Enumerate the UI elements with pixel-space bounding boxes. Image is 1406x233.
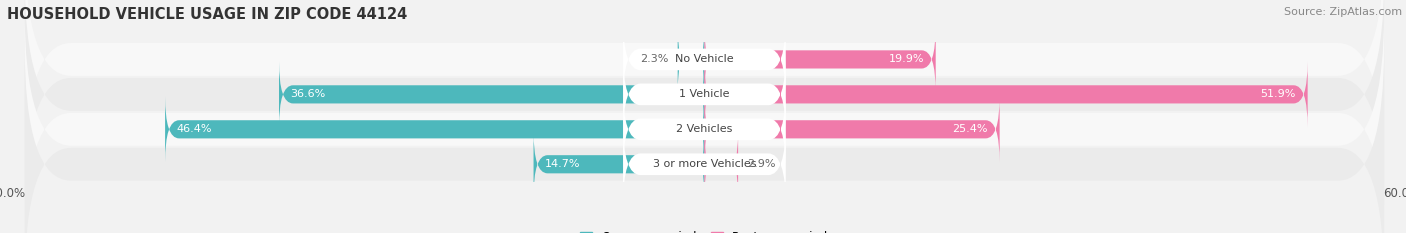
Text: 36.6%: 36.6% [291, 89, 326, 99]
Text: 2 Vehicles: 2 Vehicles [676, 124, 733, 134]
FancyBboxPatch shape [678, 27, 704, 92]
FancyBboxPatch shape [24, 0, 1385, 183]
FancyBboxPatch shape [623, 18, 786, 101]
Text: 19.9%: 19.9% [889, 55, 924, 64]
Text: HOUSEHOLD VEHICLE USAGE IN ZIP CODE 44124: HOUSEHOLD VEHICLE USAGE IN ZIP CODE 4412… [7, 7, 408, 22]
Text: 1 Vehicle: 1 Vehicle [679, 89, 730, 99]
FancyBboxPatch shape [623, 88, 786, 171]
Text: 14.7%: 14.7% [546, 159, 581, 169]
Text: 3 or more Vehicles: 3 or more Vehicles [652, 159, 756, 169]
Text: 2.3%: 2.3% [640, 55, 668, 64]
FancyBboxPatch shape [623, 123, 786, 206]
FancyBboxPatch shape [278, 62, 704, 127]
FancyBboxPatch shape [704, 96, 1000, 162]
Legend: Owner-occupied, Renter-occupied: Owner-occupied, Renter-occupied [575, 226, 834, 233]
FancyBboxPatch shape [533, 131, 704, 197]
FancyBboxPatch shape [704, 62, 1308, 127]
FancyBboxPatch shape [24, 6, 1385, 233]
FancyBboxPatch shape [623, 53, 786, 136]
FancyBboxPatch shape [24, 41, 1385, 233]
Text: No Vehicle: No Vehicle [675, 55, 734, 64]
Text: 25.4%: 25.4% [952, 124, 988, 134]
Text: 46.4%: 46.4% [177, 124, 212, 134]
Text: 2.9%: 2.9% [748, 159, 776, 169]
FancyBboxPatch shape [704, 27, 936, 92]
Text: Source: ZipAtlas.com: Source: ZipAtlas.com [1284, 7, 1402, 17]
FancyBboxPatch shape [24, 0, 1385, 218]
FancyBboxPatch shape [704, 131, 738, 197]
Text: 51.9%: 51.9% [1261, 89, 1296, 99]
FancyBboxPatch shape [165, 96, 704, 162]
